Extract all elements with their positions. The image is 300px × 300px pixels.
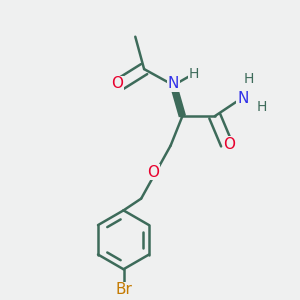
- Text: O: O: [147, 165, 159, 180]
- Text: H: H: [243, 72, 254, 86]
- Text: H: H: [189, 67, 199, 80]
- Text: O: O: [112, 76, 124, 91]
- Polygon shape: [173, 85, 184, 117]
- Text: H: H: [257, 100, 267, 114]
- Text: O: O: [224, 136, 236, 152]
- Text: N: N: [168, 76, 179, 91]
- Text: N: N: [237, 91, 248, 106]
- Text: Br: Br: [115, 282, 132, 297]
